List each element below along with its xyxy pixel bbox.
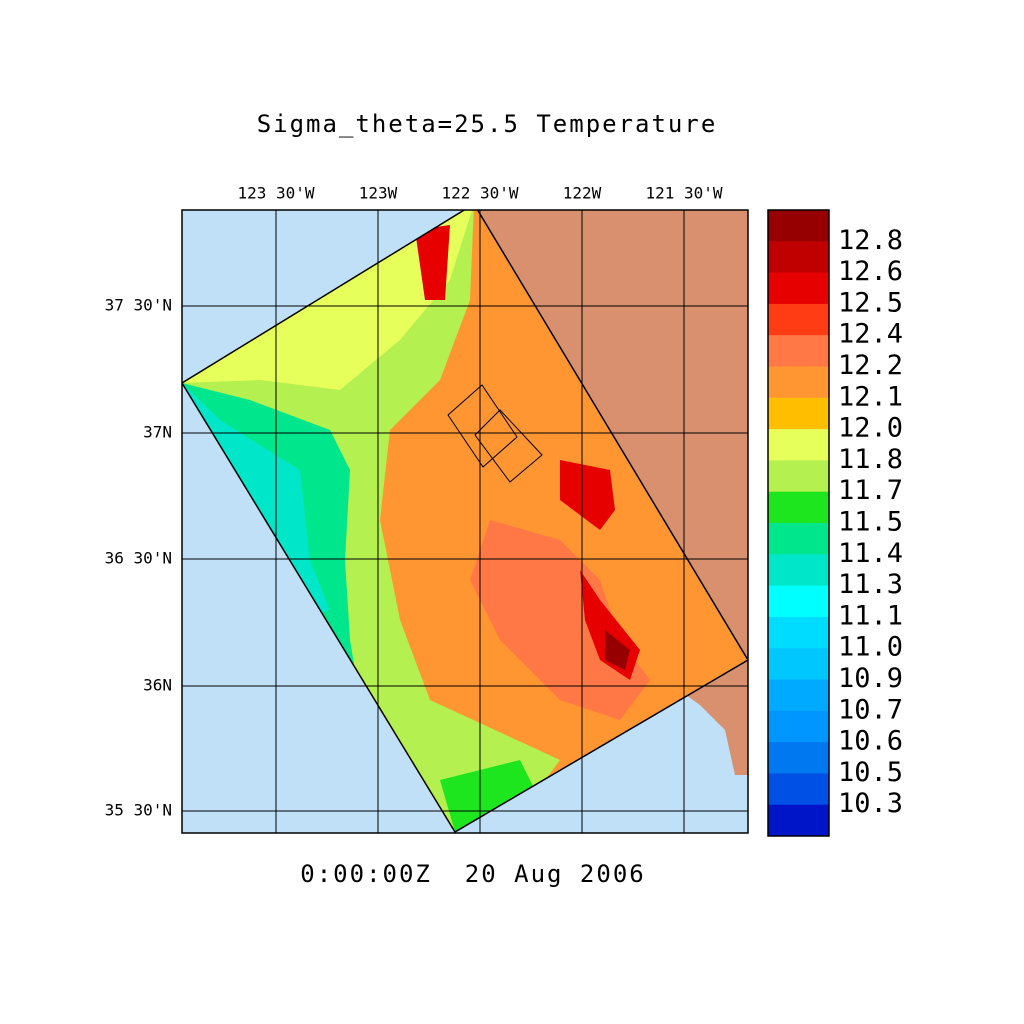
colorbar-label: 12.6	[838, 256, 903, 287]
lat-label: 37N	[143, 423, 172, 442]
subdomain-box	[447, 384, 518, 468]
lon-label: 122 30'W	[441, 184, 518, 203]
colorbar-swatch	[768, 303, 829, 336]
lat-label: 36 30'N	[105, 549, 172, 568]
domain-outline	[182, 210, 748, 833]
colorbar-label: 12.1	[838, 381, 903, 412]
subdomain-box	[474, 409, 543, 483]
colorbar-swatch	[768, 523, 829, 555]
colorbar-label: 12.5	[838, 287, 903, 318]
colorbar-swatch	[768, 491, 829, 524]
colorbar-swatch	[768, 616, 829, 649]
colorbar-label: 11.1	[838, 600, 903, 631]
colorbar-swatch	[768, 210, 829, 242]
colorbar-label: 11.0	[838, 632, 903, 663]
colorbar-label: 12.4	[838, 319, 903, 350]
title: Sigma_theta=25.5 Temperature	[257, 110, 718, 138]
colorbar-swatch	[768, 366, 829, 399]
lon-label: 123 30'W	[237, 184, 314, 203]
colorbar-swatch	[768, 773, 829, 806]
colorbar-label: 12.0	[838, 413, 903, 444]
lon-label: 121 30'W	[645, 184, 722, 203]
colorbar-swatch	[768, 241, 829, 274]
lat-label: 36N	[143, 676, 172, 695]
lat-label: 35 30'N	[105, 801, 172, 820]
colorbar-label: 10.5	[838, 757, 903, 788]
colorbar-label: 10.9	[838, 663, 903, 694]
lon-label: 123W	[359, 184, 398, 203]
colorbar-swatch	[768, 679, 829, 712]
colorbar-swatch	[768, 272, 829, 305]
colorbar-label: 11.8	[838, 444, 903, 475]
colorbar-label: 12.8	[838, 225, 903, 256]
colorbar-swatch	[768, 804, 829, 837]
colorbar-label: 10.7	[838, 694, 903, 725]
colorbar-frame	[767, 209, 830, 837]
colorbar-swatch	[768, 585, 829, 618]
colorbar-label: 11.3	[838, 569, 903, 600]
lat-label: 37 30'N	[105, 296, 172, 315]
colorbar-swatch	[768, 710, 829, 743]
colorbar-label: 11.5	[838, 507, 903, 538]
colorbar-label: 12.2	[838, 350, 903, 381]
colorbar-label: 10.6	[838, 726, 903, 757]
colorbar-swatch	[768, 648, 829, 680]
colorbar-label: 11.4	[838, 538, 903, 569]
colorbar-swatch	[768, 429, 829, 461]
colorbar-swatch	[768, 742, 829, 774]
lon-label: 122W	[563, 184, 602, 203]
colorbar-swatch	[768, 335, 829, 367]
map	[182, 210, 748, 833]
colorbar-swatch	[768, 460, 829, 493]
colorbar-label: 10.3	[838, 788, 903, 819]
colorbar-swatch	[768, 397, 829, 430]
timestamp: 0:00:00Z 20 Aug 2006	[300, 860, 645, 888]
colorbar-label: 11.7	[838, 475, 903, 506]
map-frame	[181, 209, 749, 834]
colorbar-swatch	[768, 554, 829, 587]
